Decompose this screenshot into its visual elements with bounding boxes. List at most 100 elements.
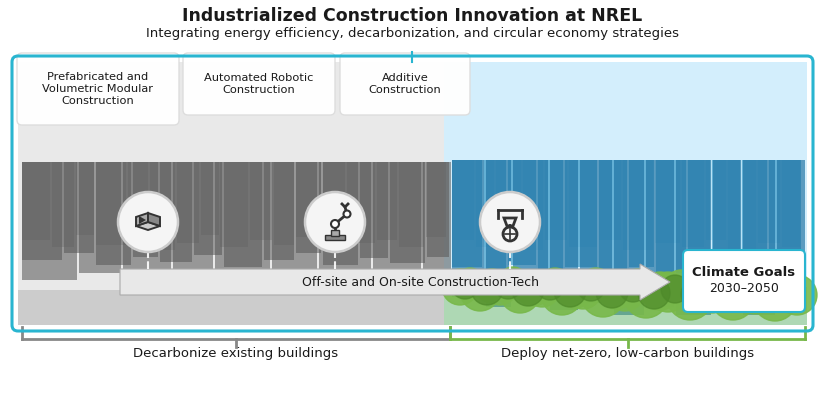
Bar — [706, 160, 726, 240]
Bar — [325, 235, 345, 240]
Polygon shape — [136, 213, 148, 226]
Bar — [399, 162, 424, 247]
Circle shape — [541, 273, 583, 315]
Circle shape — [681, 278, 713, 310]
Bar — [777, 160, 805, 307]
Bar — [18, 62, 444, 325]
Text: Climate Goals: Climate Goals — [692, 266, 795, 278]
Bar — [565, 160, 597, 267]
Circle shape — [711, 276, 755, 320]
Text: Decarbonize existing buildings: Decarbonize existing buildings — [134, 347, 338, 359]
Circle shape — [577, 273, 605, 301]
FancyBboxPatch shape — [17, 53, 179, 125]
Bar — [452, 160, 474, 240]
Circle shape — [707, 271, 741, 305]
Bar — [508, 160, 536, 265]
Circle shape — [475, 269, 509, 303]
Bar — [323, 162, 358, 265]
Bar — [296, 162, 321, 253]
Bar — [728, 160, 756, 250]
Bar — [656, 160, 686, 273]
Circle shape — [451, 271, 479, 299]
Bar — [758, 160, 780, 243]
Circle shape — [605, 271, 645, 311]
Polygon shape — [139, 216, 146, 224]
Bar — [22, 162, 77, 280]
Circle shape — [494, 271, 522, 299]
Circle shape — [581, 273, 625, 317]
Circle shape — [596, 276, 628, 308]
Bar — [250, 162, 272, 240]
Circle shape — [305, 192, 365, 252]
Bar — [194, 162, 222, 255]
FancyBboxPatch shape — [183, 53, 335, 115]
Circle shape — [483, 271, 517, 305]
Bar — [96, 162, 126, 245]
Bar — [713, 160, 741, 307]
Circle shape — [480, 192, 540, 252]
Circle shape — [749, 272, 783, 306]
Bar — [646, 160, 674, 307]
Circle shape — [536, 272, 564, 300]
Polygon shape — [136, 222, 160, 230]
Circle shape — [498, 267, 528, 297]
Circle shape — [648, 272, 688, 312]
Circle shape — [515, 270, 551, 306]
Bar — [150, 162, 175, 250]
Bar — [264, 162, 294, 260]
Circle shape — [331, 220, 339, 228]
Bar — [52, 162, 74, 247]
Bar — [629, 160, 654, 267]
Polygon shape — [148, 213, 160, 226]
Circle shape — [118, 192, 178, 252]
Bar — [274, 162, 294, 245]
Circle shape — [455, 268, 485, 298]
Bar — [22, 162, 62, 260]
Circle shape — [641, 272, 679, 310]
Bar — [676, 160, 711, 315]
Bar — [173, 162, 213, 275]
Circle shape — [512, 274, 544, 306]
Bar — [220, 162, 248, 247]
Circle shape — [442, 269, 478, 305]
Circle shape — [619, 274, 647, 302]
Bar — [623, 160, 653, 250]
Bar — [688, 160, 710, 267]
Circle shape — [692, 273, 732, 313]
Bar — [224, 162, 262, 267]
Bar — [426, 162, 446, 237]
Bar — [272, 162, 317, 277]
Bar — [444, 287, 807, 325]
Circle shape — [661, 275, 689, 303]
Circle shape — [724, 279, 756, 311]
FancyBboxPatch shape — [340, 53, 470, 115]
Circle shape — [598, 271, 636, 309]
Bar — [682, 160, 704, 247]
Text: 2030–2050: 2030–2050 — [709, 283, 779, 295]
Bar — [373, 162, 421, 279]
Circle shape — [638, 277, 670, 309]
Bar — [545, 160, 567, 240]
Circle shape — [524, 271, 560, 307]
Bar — [486, 160, 511, 307]
Bar — [377, 162, 397, 240]
Circle shape — [539, 268, 571, 300]
Circle shape — [460, 271, 500, 311]
FancyBboxPatch shape — [683, 250, 805, 312]
Bar — [444, 62, 807, 325]
Bar — [215, 162, 270, 283]
Bar — [423, 162, 451, 282]
Bar — [331, 230, 339, 236]
Bar — [79, 162, 121, 273]
Bar — [22, 162, 50, 240]
Bar — [599, 160, 627, 275]
Bar — [128, 162, 148, 237]
Bar — [123, 162, 171, 282]
Circle shape — [753, 277, 797, 321]
Bar — [538, 160, 563, 273]
Circle shape — [554, 275, 586, 307]
Bar — [64, 162, 94, 253]
Text: Prefabricated and
Volumetric Modular
Construction: Prefabricated and Volumetric Modular Con… — [43, 72, 153, 105]
Bar — [18, 290, 444, 325]
Bar — [614, 160, 644, 315]
